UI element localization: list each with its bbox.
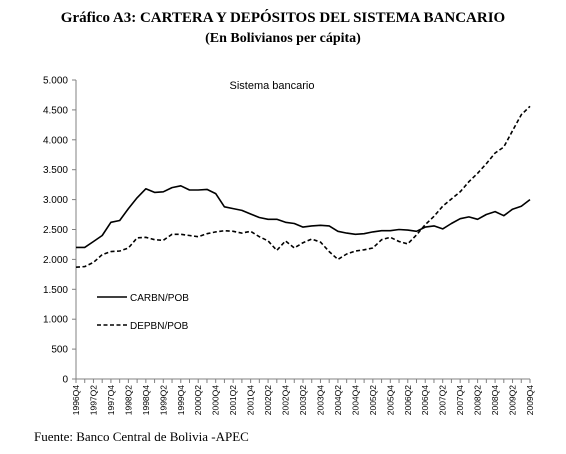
x-tick-label: 2003Q4: [315, 385, 325, 416]
y-tick-label: 3.000: [43, 195, 68, 206]
x-tick-label: 2004Q2: [333, 385, 343, 416]
legend-label: DEPBN/POB: [130, 321, 189, 332]
x-tick-label: 1999Q4: [176, 385, 186, 416]
x-tick-label: 1997Q4: [106, 385, 116, 416]
x-tick-label: 2004Q4: [350, 385, 360, 416]
series-lines: [75, 105, 531, 268]
x-tick-label: 2000Q4: [211, 385, 221, 416]
figure-title: Gráfico A3: CARTERA Y DEPÓSITOS DEL SIST…: [60, 10, 506, 26]
y-tick-label: 2.000: [43, 255, 68, 266]
x-tick-label: 1998Q4: [141, 385, 151, 416]
x-tick-label: 2002Q2: [263, 385, 273, 416]
legend: CARBN/POB DEPBN/POB: [97, 293, 189, 332]
series-line-carbn-pob: [76, 185, 531, 249]
x-tick-label: 1998Q2: [123, 385, 133, 416]
y-tick-label: 0: [62, 375, 68, 386]
x-tick-label: 1997Q2: [88, 385, 98, 416]
series-line-depbn-pob: [75, 105, 531, 268]
x-tick-label: 1999Q2: [158, 385, 168, 416]
x-tick-label: 2001Q4: [246, 385, 256, 416]
y-axis: 0 500 1.000 1.500 2.000 2.500 3.000 3.500 4.000 4…: [43, 76, 77, 386]
y-tick-label: 3.500: [43, 165, 68, 176]
x-tick-label: 2003Q2: [298, 385, 308, 416]
x-tick-label: 2001Q2: [228, 385, 238, 416]
x-axis: 1996Q4 1997Q2 1997Q4 1998Q2 1998Q4 1999Q2 1999…: [71, 378, 535, 416]
x-tick-label: 2000Q2: [193, 385, 203, 416]
x-tick-label: 2006Q4: [420, 385, 430, 416]
y-tick-label: 1.500: [43, 285, 68, 296]
x-tick-label: 2006Q2: [403, 385, 413, 416]
plot-title: Sistema bancario: [230, 80, 315, 92]
y-tick-label: 2.500: [43, 225, 68, 236]
source-note: Fuente: Banco Central de Bolivia -APEC: [34, 429, 249, 444]
y-tick-label: 4.500: [43, 105, 68, 116]
y-tick-label: 5.000: [43, 76, 68, 87]
y-tick-label: 4.000: [43, 135, 68, 146]
x-tick-label: 2007Q4: [455, 385, 465, 416]
x-tick-label: 2008Q4: [490, 385, 500, 416]
y-tick-label: 1.000: [43, 315, 68, 326]
x-tick-label: 2009Q2: [508, 385, 518, 416]
x-tick-label: 1996Q4: [71, 385, 81, 416]
x-tick-label: 2005Q4: [385, 385, 395, 416]
y-tick-label: 500: [51, 345, 68, 356]
x-tick-label: 2007Q2: [438, 385, 448, 416]
x-tick-label: 2002Q4: [281, 385, 291, 416]
x-tick-label: 2008Q2: [473, 385, 483, 416]
legend-label: CARBN/POB: [130, 293, 189, 304]
figure-subtitle: (En Bolivianos per cápita): [205, 31, 361, 46]
x-tick-label: 2005Q2: [368, 385, 378, 416]
x-tick-label: 2009Q4: [525, 385, 535, 416]
